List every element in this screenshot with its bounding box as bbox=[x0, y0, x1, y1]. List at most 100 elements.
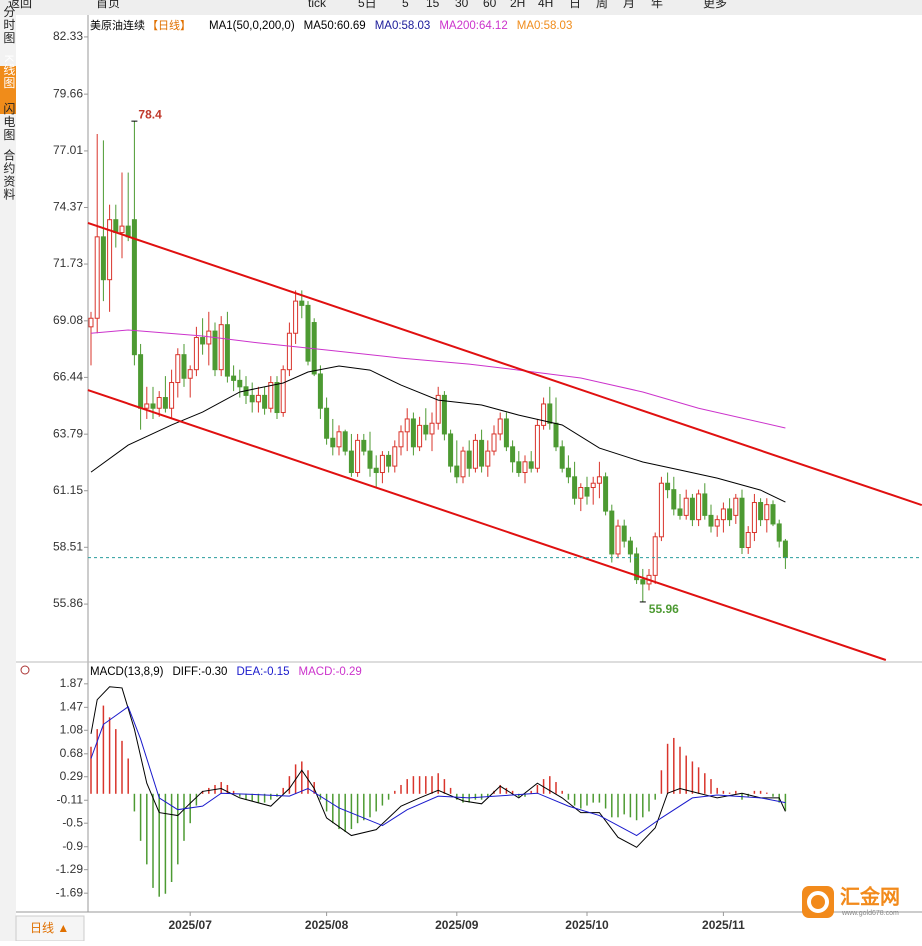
candle-body bbox=[634, 553, 640, 581]
candle-body bbox=[454, 465, 460, 478]
candle-body bbox=[627, 540, 633, 555]
brand: 汇金网 bbox=[840, 884, 900, 908]
candle-body bbox=[181, 354, 187, 379]
y-tick-label: 0.29 bbox=[60, 769, 84, 783]
candle-body bbox=[460, 450, 466, 478]
toolbar-button[interactable]: 年 bbox=[651, 0, 663, 10]
candle-body bbox=[113, 219, 119, 234]
toolbar-button[interactable]: 返回 bbox=[8, 0, 32, 10]
candle-body bbox=[342, 431, 348, 452]
candle-body bbox=[262, 394, 268, 409]
candle bbox=[665, 472, 671, 499]
sidebar-tab[interactable]: 合约资料 bbox=[2, 148, 16, 201]
candle bbox=[131, 121, 137, 366]
candle-body bbox=[336, 431, 342, 448]
candle-body bbox=[138, 354, 144, 409]
candle-body bbox=[237, 379, 243, 388]
candle-body bbox=[689, 497, 695, 521]
toolbar-button[interactable]: 5日 bbox=[358, 0, 377, 10]
sidebar-tab[interactable]: 闪电图 bbox=[2, 102, 16, 141]
toolbar-button[interactable]: 60 bbox=[483, 0, 497, 10]
y-tick-label: -1.29 bbox=[56, 862, 84, 876]
candle bbox=[671, 476, 677, 516]
candle-body bbox=[745, 532, 751, 549]
candle-body bbox=[417, 424, 423, 448]
toolbar-button[interactable]: 更多 bbox=[703, 0, 727, 10]
candle bbox=[547, 386, 553, 430]
period-button[interactable] bbox=[15, 915, 85, 942]
candle bbox=[776, 519, 782, 548]
toolbar-button[interactable]: 2H bbox=[510, 0, 525, 10]
settings-icon[interactable] bbox=[20, 665, 30, 675]
toolbar-button[interactable]: 月 bbox=[623, 0, 635, 10]
y-tick-label: -0.5 bbox=[62, 815, 83, 829]
candle-body bbox=[590, 482, 596, 489]
sidebar-tab[interactable]: 分时图 bbox=[2, 5, 16, 44]
candle bbox=[516, 451, 522, 477]
candle bbox=[107, 204, 113, 312]
candle bbox=[280, 365, 286, 417]
candle bbox=[609, 504, 615, 563]
candle-body bbox=[200, 337, 206, 345]
candle-body bbox=[324, 407, 330, 439]
candle bbox=[162, 376, 168, 413]
candle-body bbox=[429, 422, 435, 435]
candle-body bbox=[448, 433, 454, 467]
candle bbox=[262, 386, 268, 415]
candle bbox=[739, 489, 745, 554]
high-label: 78.4 bbox=[138, 107, 162, 121]
indicator-label: DEA:-0.15 bbox=[236, 666, 289, 678]
candle-body bbox=[169, 382, 175, 409]
candle bbox=[231, 365, 237, 392]
indicator-label: MA1(50,0,200,0) bbox=[209, 20, 295, 32]
candle bbox=[386, 451, 392, 473]
candle-body bbox=[231, 375, 237, 381]
candle-body bbox=[652, 536, 658, 576]
candle-body bbox=[218, 324, 224, 371]
candle-body bbox=[733, 497, 739, 516]
candle bbox=[181, 343, 187, 387]
toolbar-button[interactable]: 周 bbox=[596, 0, 608, 10]
sidebar-tab-active bbox=[0, 66, 16, 114]
toolbar-button[interactable]: tick bbox=[308, 0, 327, 10]
candle bbox=[677, 493, 683, 520]
candle bbox=[218, 316, 224, 377]
toolbar-button[interactable]: 15 bbox=[426, 0, 440, 10]
candle bbox=[311, 318, 317, 377]
y-tick-label: -1.69 bbox=[56, 885, 84, 899]
toolbar-button[interactable]: 30 bbox=[455, 0, 469, 10]
toolbar-button[interactable]: 5 bbox=[402, 0, 409, 10]
period-button-label[interactable]: 日线 ▲ bbox=[30, 921, 69, 935]
candle-body bbox=[224, 324, 230, 377]
candle bbox=[286, 322, 292, 377]
candle-body bbox=[299, 300, 305, 306]
candle bbox=[708, 504, 714, 533]
y-tick-label: 82.33 bbox=[53, 29, 83, 43]
ma-line bbox=[90, 365, 786, 503]
candle-body bbox=[727, 508, 733, 521]
toolbar-button[interactable]: 日 bbox=[569, 0, 581, 10]
candle-body bbox=[330, 437, 336, 448]
sidebar-tab[interactable]: K线图 bbox=[2, 54, 16, 89]
candle bbox=[782, 538, 788, 569]
candle-body bbox=[708, 514, 714, 527]
y-tick-label: 1.87 bbox=[60, 676, 84, 690]
candle-body bbox=[131, 219, 137, 356]
candle bbox=[448, 429, 454, 473]
candle-body bbox=[714, 519, 720, 527]
candle-body bbox=[367, 450, 373, 469]
candle bbox=[373, 455, 379, 488]
candle-body bbox=[764, 504, 770, 521]
candle-body bbox=[547, 403, 553, 424]
logo-mark bbox=[807, 891, 829, 913]
candle-body bbox=[280, 369, 286, 414]
candle-body bbox=[466, 450, 472, 469]
candle-body bbox=[658, 482, 664, 538]
low-label: 55.96 bbox=[649, 602, 679, 616]
candle-body bbox=[751, 502, 757, 534]
candle bbox=[615, 519, 621, 559]
toolbar-button[interactable]: 首页 bbox=[96, 0, 120, 10]
candle bbox=[696, 489, 702, 527]
candle bbox=[466, 440, 472, 477]
toolbar-button[interactable]: 4H bbox=[538, 0, 553, 10]
